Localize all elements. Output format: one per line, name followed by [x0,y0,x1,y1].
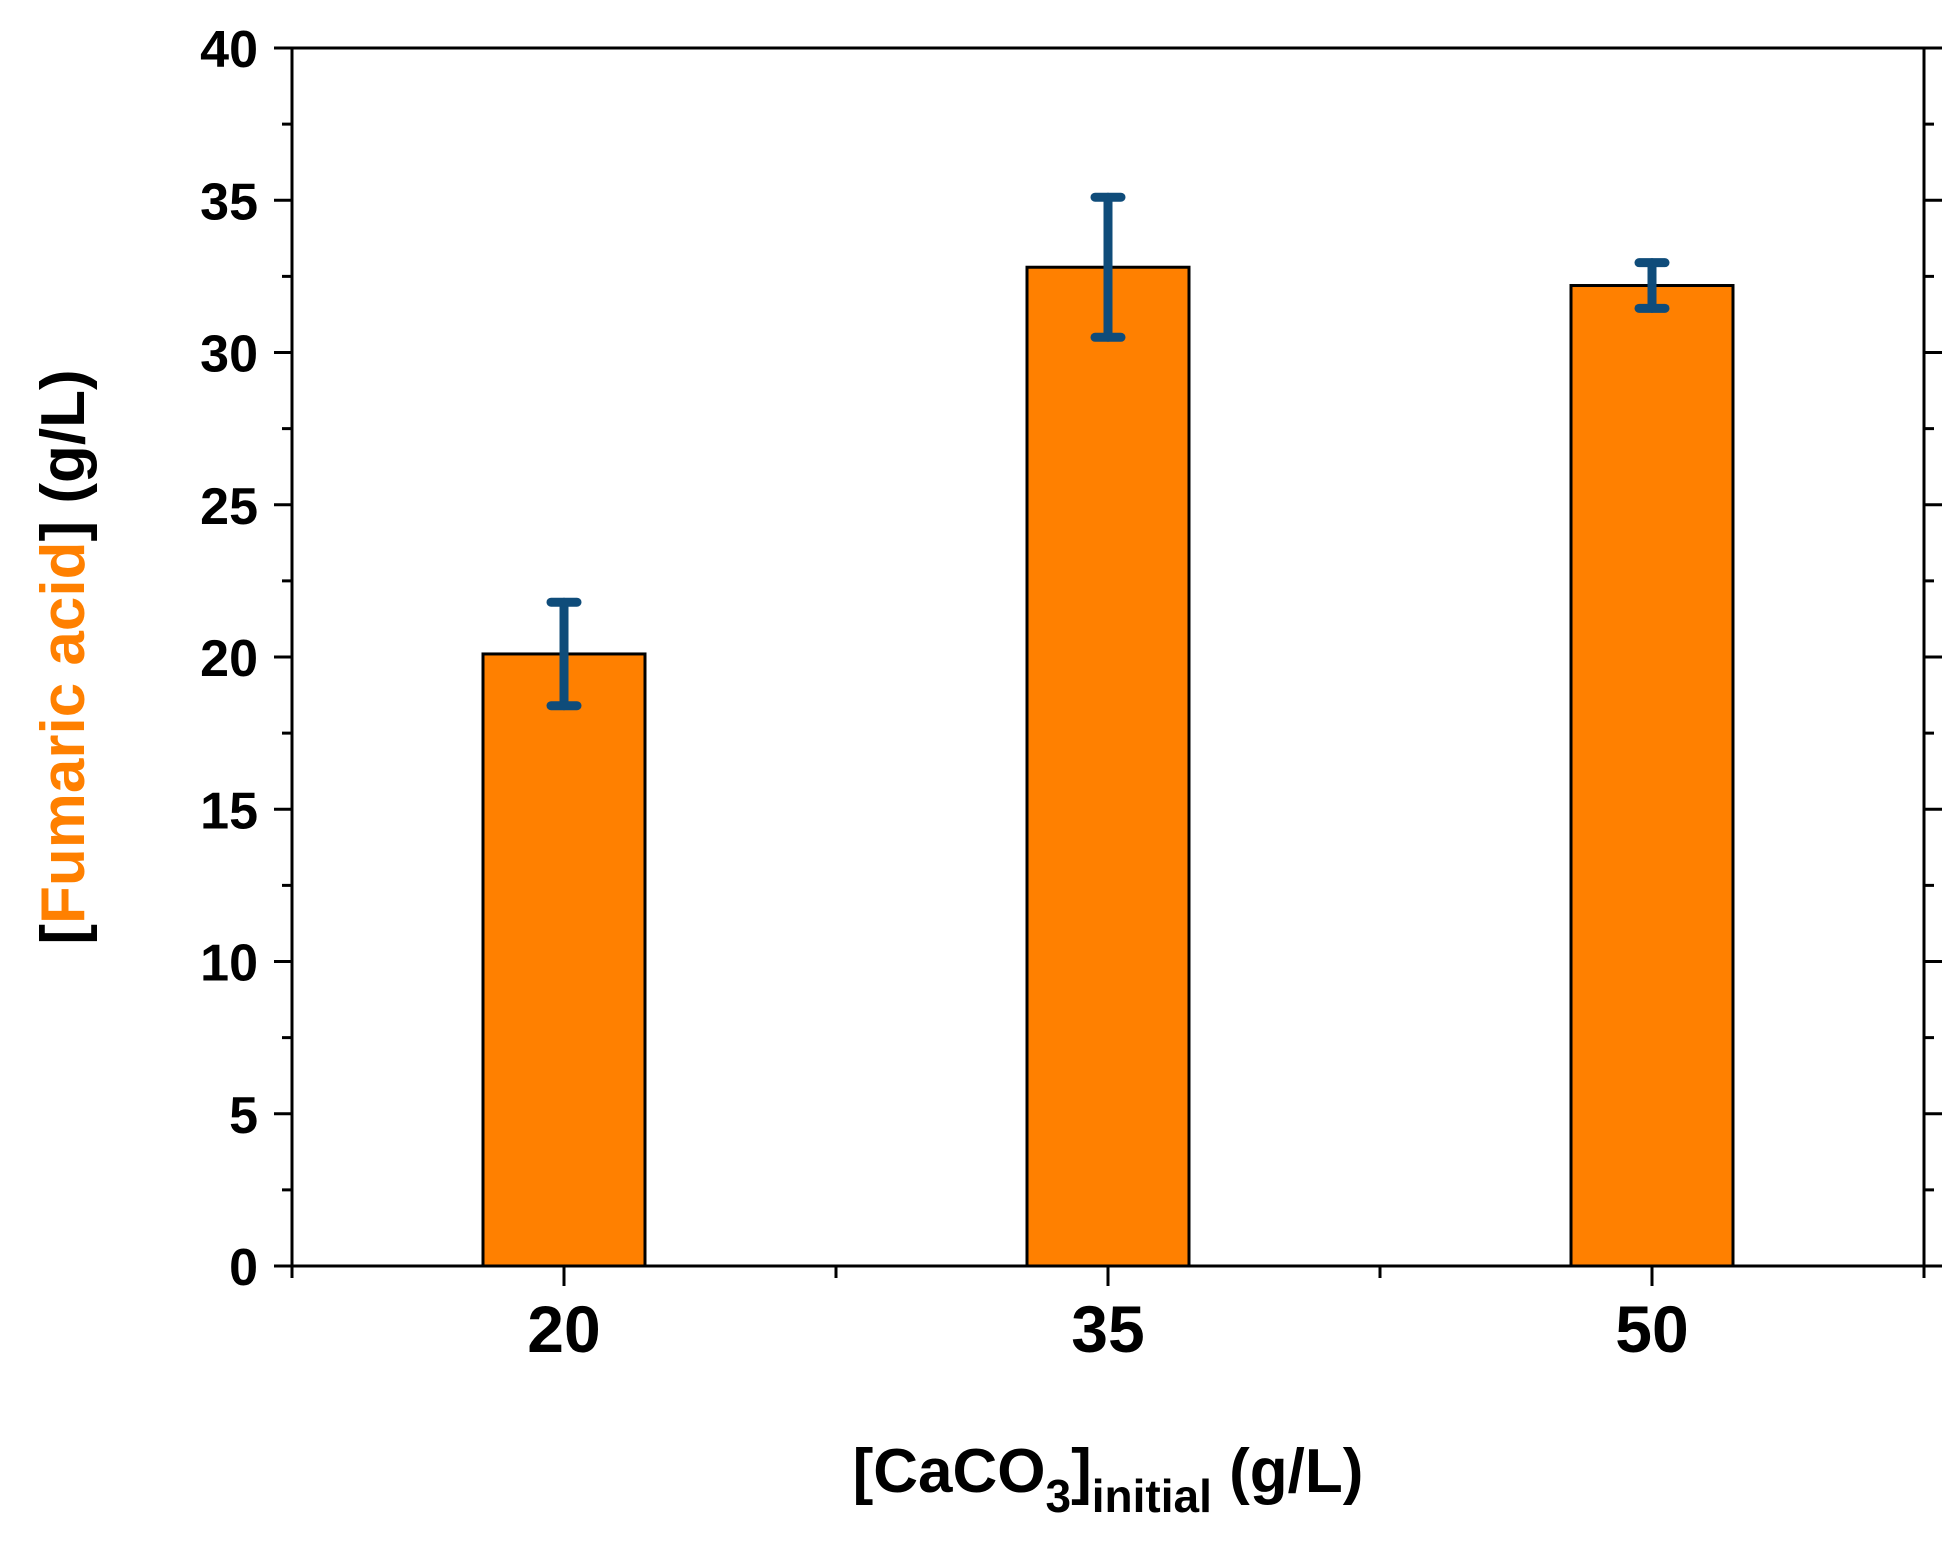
x-axis-title-subscript-text: initial [1092,1470,1212,1522]
x-tick-label-35: 35 [1071,1292,1144,1366]
error-bars-layer [546,192,1670,711]
bar-50 [1569,284,1735,1268]
error-bar-50 [1634,258,1670,313]
y-tick-label: 25 [200,478,258,536]
y-tick-label: 30 [200,326,258,384]
x-ticks-layer: 20 35 50 [290,1266,1926,1366]
y-tick-label: 40 [200,21,258,79]
y-tick-label: 35 [200,173,258,231]
bars-layer [481,265,1735,1268]
bar-20 [481,652,647,1268]
y-tick-label: 5 [229,1087,258,1145]
y-axis-title: [Fumaric acid] (g/L) [29,369,98,944]
y-tick-label: 10 [200,935,258,993]
bar-35 [1025,265,1191,1268]
x-tick-label-50: 50 [1615,1292,1688,1366]
x-axis-title: [CaCO3]initial (g/L) [853,1437,1364,1522]
y-tick-label: 0 [229,1239,258,1297]
x-axis-title-unit: (g/L) [1212,1437,1364,1506]
y-axis-title-unit: (g/L) [29,369,98,521]
y-ticks-layer: 0 5 10 15 20 25 30 35 40 [200,21,1942,1297]
y-tick-label: 15 [200,782,258,840]
error-bar-35 [1090,192,1126,342]
error-bar-20 [546,597,582,711]
y-tick-label: 20 [200,630,258,688]
y-axis-title-open-bracket: [ [29,924,98,945]
y-axis-title-highlight: Fumaric acid [29,542,98,924]
y-axis-title-close-bracket: ] [29,521,98,542]
x-axis-title-main: [CaCO [853,1437,1046,1506]
x-axis-title-close-bracket: ] [1071,1437,1092,1506]
x-tick-label-20: 20 [527,1292,600,1366]
x-axis-title-subscript-number: 3 [1046,1470,1072,1522]
